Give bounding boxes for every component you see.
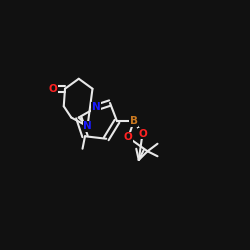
Text: O: O	[49, 84, 58, 94]
Text: N: N	[92, 102, 100, 113]
Text: N: N	[83, 121, 92, 131]
Text: O: O	[124, 132, 132, 142]
Text: B: B	[130, 116, 138, 126]
Text: O: O	[138, 129, 147, 139]
